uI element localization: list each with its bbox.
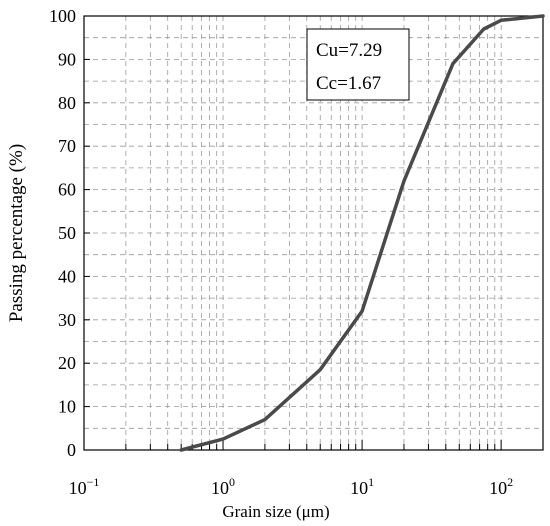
y-tick-label: 40 [58,266,76,286]
x-tick-label: 100 [211,475,235,498]
annotation-cu: Cu=7.29 [316,40,382,61]
x-tick-label: 102 [489,475,513,498]
y-tick-label: 60 [58,180,76,200]
x-tick-label: 10−1 [69,475,100,498]
y-tick-label: 30 [58,310,76,330]
y-tick-label: 70 [58,136,76,156]
x-tick-label: 101 [350,475,374,498]
annotation-box [306,28,410,101]
y-tick-label: 10 [58,397,76,417]
y-axis-label: Passing percentage (%) [6,144,27,322]
y-tick-label: 0 [67,440,76,460]
y-tick-label: 50 [58,223,76,243]
cu-cc-annotation: Cu=7.29 Cc=1.67 [306,28,410,101]
plot-frame [83,15,544,451]
series-layer [179,14,545,452]
tick-labels: 0 10 20 30 40 50 60 70 80 90 100 10−1 100 101 102 [49,6,513,498]
y-tick-label: 100 [49,6,76,26]
y-tick-label: 90 [58,49,76,69]
annotation-cc: Cc=1.67 [316,73,381,94]
x-axis-label: Grain size (μm) [222,502,329,521]
y-tick-label: 80 [58,93,76,113]
gradation-curve [179,14,545,452]
grid [84,16,543,450]
y-tick-label: 20 [58,353,76,373]
